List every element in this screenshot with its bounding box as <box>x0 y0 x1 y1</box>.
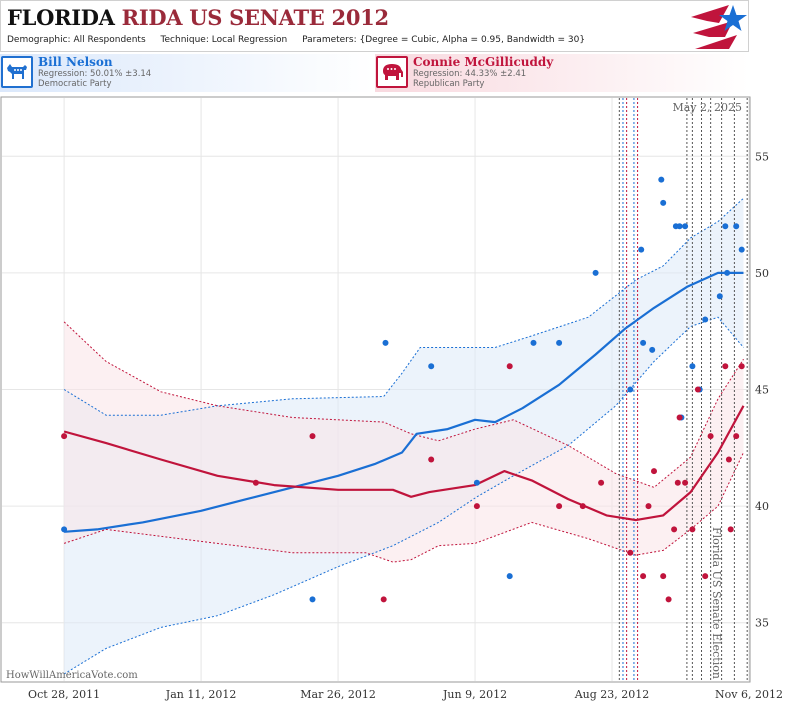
y-tick-label: 45 <box>755 384 769 397</box>
poll-point <box>61 526 68 533</box>
poll-point <box>473 479 480 486</box>
poll-point <box>382 339 389 346</box>
parameters-value: {Degree = Cubic, Alpha = 0.95, Bandwidth… <box>359 35 586 45</box>
band-lower-bound <box>63 316 744 675</box>
poll-point <box>61 433 68 440</box>
polling-chart: 35 40 45 50 55 Oct 28, 2011 Jan 11, 2012 Mar 26… <box>0 96 783 701</box>
poll-point <box>660 573 667 580</box>
poll-point <box>733 433 740 440</box>
poll-point <box>724 269 731 276</box>
poll-point <box>428 456 435 463</box>
poll-point <box>689 526 696 533</box>
candidate-card-nelson: Bill Nelson Regression: 50.01% ±3.14 Dem… <box>0 54 375 92</box>
y-tick-label: 55 <box>755 150 769 163</box>
poll-point <box>627 549 634 556</box>
poll-point <box>722 363 729 370</box>
x-tick-label: Oct 28, 2011 <box>28 688 100 701</box>
x-tick-label: Nov 6, 2012 <box>715 688 783 701</box>
x-tick-label: Aug 23, 2012 <box>574 688 650 701</box>
candidate-party: Republican Party <box>413 79 485 89</box>
poll-point <box>380 596 387 603</box>
poll-point <box>649 346 656 353</box>
poll-point <box>682 223 689 230</box>
poll-point <box>556 503 563 510</box>
header-bar: FLORIDA RIDA US SENATE 2012 Demographic:… <box>0 0 749 52</box>
candidate-card-mcgillicuddy: Connie McGillicuddy Regression: 44.33% ±… <box>375 54 749 92</box>
poll-point <box>645 503 652 510</box>
event-lines <box>618 98 748 681</box>
x-tick-label: Jun 9, 2012 <box>442 688 507 701</box>
y-tick-label: 50 <box>755 267 769 280</box>
technique-value: Local Regression <box>211 35 288 45</box>
poll-point <box>707 433 714 440</box>
band-lower-bound <box>63 452 744 563</box>
poll-point <box>665 596 672 603</box>
candidate-name: Bill Nelson <box>38 55 113 69</box>
poll-point <box>506 573 513 580</box>
poll-point <box>598 479 605 486</box>
poll-point <box>660 199 667 206</box>
poll-point <box>676 223 683 230</box>
poll-point <box>627 386 634 393</box>
poll-point <box>309 596 316 603</box>
regression-line <box>64 271 744 533</box>
poll-point <box>506 363 513 370</box>
poll-point <box>556 339 563 346</box>
poll-point <box>689 363 696 370</box>
candidate-name: Connie McGillicuddy <box>413 55 554 69</box>
band-upper-bound <box>63 321 744 488</box>
poll-point <box>738 363 745 370</box>
demographic-label: Demographic: <box>7 35 71 45</box>
page-title: FLORIDA RIDA US SENATE 2012 <box>7 5 389 30</box>
poll-point <box>640 339 647 346</box>
parameters-line: Demographic: All Respondents Technique: … <box>7 35 585 45</box>
poll-point <box>592 269 599 276</box>
poll-point <box>651 468 657 475</box>
demographic-value: All Respondents <box>73 35 146 45</box>
y-tick-label: 40 <box>755 500 769 513</box>
poll-point <box>638 246 645 253</box>
poll-point <box>309 433 316 440</box>
election-label: Florida US Senate Election <box>710 527 723 679</box>
poll-point <box>674 479 681 486</box>
poll-points <box>61 176 745 603</box>
technique-label: Technique: <box>160 35 209 45</box>
candidate-regression: Regression: 50.01% ±3.14 <box>38 69 152 79</box>
poll-point <box>676 414 683 421</box>
title-state: FLORIDA <box>7 5 115 30</box>
axes: 35 40 45 50 55 Oct 28, 2011 Jan 11, 2012 Mar 26… <box>28 150 783 701</box>
poll-point <box>579 503 586 510</box>
date-stamp: May 2, 2025 <box>672 101 742 114</box>
title-race: RIDA US SENATE 2012 <box>121 5 389 30</box>
poll-point <box>722 223 729 230</box>
poll-point <box>733 223 740 230</box>
poll-point <box>473 503 480 510</box>
candidate-party: Democratic Party <box>38 79 112 89</box>
poll-point <box>725 456 732 463</box>
poll-point <box>658 176 665 183</box>
x-tick-label: Mar 26, 2012 <box>300 688 376 701</box>
poll-point <box>682 479 689 486</box>
donkey-icon <box>1 56 33 88</box>
poll-point <box>252 479 259 486</box>
candidate-regression: Regression: 44.33% ±2.41 <box>413 69 527 79</box>
poll-point <box>727 526 734 533</box>
x-tick-label: Jan 11, 2012 <box>165 688 237 701</box>
poll-point <box>702 573 709 580</box>
poll-point <box>702 316 709 323</box>
poll-point <box>530 339 537 346</box>
watermark: HowWillAmericaVote.com <box>6 670 138 681</box>
poll-point <box>428 363 435 370</box>
poll-point <box>640 573 647 580</box>
poll-point <box>738 246 745 253</box>
poll-point <box>671 526 678 533</box>
poll-point <box>716 293 723 300</box>
elephant-icon <box>376 56 408 88</box>
y-tick-label: 35 <box>755 617 769 630</box>
parameters-label: Parameters: <box>302 35 357 45</box>
poll-point <box>694 386 701 393</box>
site-logo <box>691 5 747 49</box>
